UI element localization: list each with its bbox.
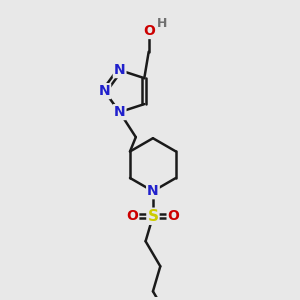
Text: N: N <box>98 84 110 98</box>
Text: S: S <box>147 209 158 224</box>
Text: H: H <box>157 17 167 30</box>
Text: N: N <box>114 63 125 77</box>
Text: N: N <box>147 184 159 198</box>
Text: N: N <box>114 105 125 119</box>
Text: O: O <box>168 209 179 223</box>
Text: O: O <box>126 209 138 223</box>
Text: O: O <box>143 24 155 38</box>
